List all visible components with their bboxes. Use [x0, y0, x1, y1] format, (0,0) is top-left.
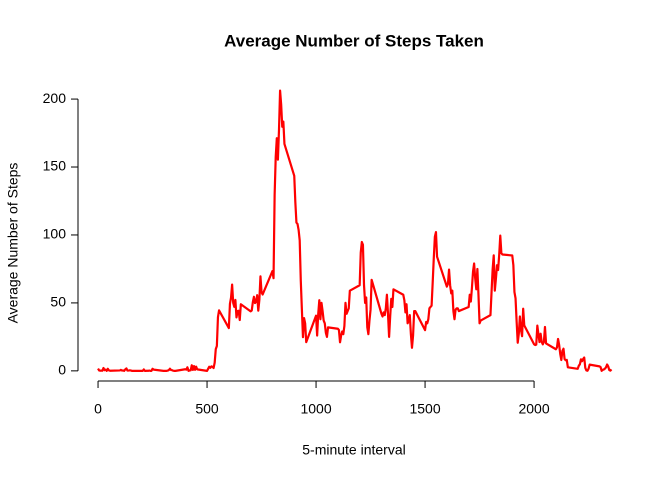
x-tick-label: 1500	[409, 401, 440, 417]
y-tick-label: 100	[43, 226, 67, 242]
x-tick-label: 2000	[518, 401, 549, 417]
y-tick-label: 150	[43, 158, 67, 174]
x-tick-label: 1000	[300, 401, 331, 417]
x-tick-label: 500	[195, 401, 219, 417]
y-tick-label: 50	[50, 294, 66, 310]
chart-title: Average Number of Steps Taken	[224, 31, 484, 50]
y-tick-label: 200	[43, 90, 67, 106]
x-axis-label: 5-minute interval	[302, 442, 406, 458]
y-axis-label: Average Number of Steps	[5, 163, 21, 324]
data-line	[97, 89, 613, 372]
y-tick-label: 0	[58, 362, 66, 378]
x-tick-label: 0	[94, 401, 102, 417]
